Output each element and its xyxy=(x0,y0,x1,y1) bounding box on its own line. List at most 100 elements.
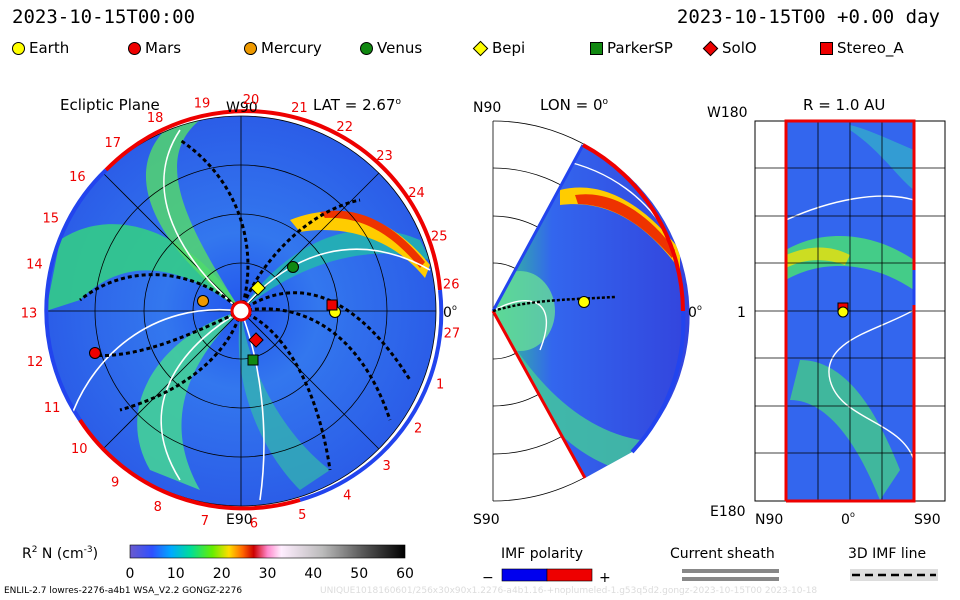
timestamp-left: 2023-10-15T00:00 xyxy=(12,6,196,28)
colorbar-tick-label: 50 xyxy=(350,566,368,582)
degree-sup: o xyxy=(850,510,855,519)
imf-plus: + xyxy=(599,570,611,586)
sun-icon xyxy=(230,300,252,322)
colorbar-sup: 2 xyxy=(32,545,38,555)
colorbar-gradient xyxy=(129,544,406,559)
sphere-s90-label: S90 xyxy=(914,512,941,528)
wedge-edge xyxy=(491,144,585,312)
earth-marker-icon xyxy=(837,306,849,318)
density-arm xyxy=(290,211,430,278)
legend-label: Stereo_A xyxy=(837,39,904,57)
polarity-arc-negative xyxy=(299,289,444,502)
current-sheath-title: Current sheath xyxy=(670,546,775,562)
imf-line-title: 3D IMF line xyxy=(848,546,926,562)
timestamp-right: 2023-10-15T00 +0.00 day xyxy=(676,6,940,28)
sector-number: 22 xyxy=(336,120,353,135)
sheath-line xyxy=(493,299,547,351)
legend-label: Venus xyxy=(377,39,423,57)
sheath-swatch xyxy=(682,569,779,573)
sphere-plot xyxy=(754,119,946,503)
earth-marker-icon xyxy=(578,296,590,308)
sector-number: 19 xyxy=(194,97,211,112)
legend-label: Earth xyxy=(29,39,70,57)
sector-number: 23 xyxy=(376,149,393,164)
polarity-arc-positive xyxy=(78,418,301,511)
ecliptic-lat: LAT = 2.67o xyxy=(313,96,401,114)
sheath-swatch xyxy=(682,577,779,581)
imf-line xyxy=(492,295,616,313)
sheath-line xyxy=(69,308,242,421)
density-arm xyxy=(145,120,241,311)
n90-label: N90 xyxy=(473,100,501,116)
polarity-arc-negative xyxy=(630,310,686,454)
sector-number: 5 xyxy=(298,508,306,523)
density-arm xyxy=(320,210,425,268)
legend-bepi: Bepi xyxy=(472,39,525,57)
legend-label: SolO xyxy=(722,39,757,57)
imf-positive-swatch xyxy=(546,568,593,582)
density-band xyxy=(850,125,914,190)
density-arm xyxy=(238,311,330,490)
colorbar-ticks: 0 10 20 30 40 50 60 xyxy=(126,566,414,582)
density-arm xyxy=(46,224,241,311)
ecliptic-title: Ecliptic Plane xyxy=(60,96,160,114)
stereo-a-marker-icon xyxy=(326,299,338,311)
sheath-line xyxy=(160,310,242,481)
sector-number: 26 xyxy=(443,277,460,292)
sector-number: 10 xyxy=(71,442,88,457)
ecliptic-plane-plot xyxy=(44,109,444,511)
imf-line xyxy=(79,273,243,313)
sheath-line xyxy=(786,195,914,221)
colorbar-label-mid: N (cm xyxy=(37,546,83,562)
colorbar-tick-label: 40 xyxy=(304,566,322,582)
polarity-border-positive xyxy=(786,305,916,503)
sector-number: 21 xyxy=(291,101,308,116)
legend-venus: Venus xyxy=(360,39,422,57)
density-arm xyxy=(241,229,430,311)
colorbar-tick-label: 0 xyxy=(126,566,135,582)
colorbar-label: R2 N (cm-3) xyxy=(22,545,98,562)
lat-text: LAT = 2.67 xyxy=(313,96,396,114)
sector-number: 16 xyxy=(69,170,86,185)
polarity-arc-positive xyxy=(582,143,685,312)
sector-number: 15 xyxy=(43,211,60,226)
sphere-n90-label: N90 xyxy=(755,512,783,528)
sector-number: 11 xyxy=(44,401,61,416)
density-arm xyxy=(137,311,241,490)
meridional-lon: LON = 0o xyxy=(540,96,609,114)
sector-number: 12 xyxy=(27,355,44,370)
meridional-plot xyxy=(491,120,690,502)
footer-run-info: ENLIL-2.7 lowres-2276-a4b1 WSA_V2.2 GONG… xyxy=(4,586,243,596)
legend-label: ParkerSP xyxy=(607,39,673,57)
sector-number: 14 xyxy=(26,258,43,273)
bepi-marker-icon xyxy=(250,280,266,296)
zero-label: 0 xyxy=(443,305,452,321)
colorbar-tick-label: 10 xyxy=(167,566,185,582)
parkersp-marker-icon xyxy=(590,41,603,55)
earth-marker-icon xyxy=(12,41,25,55)
meridional-zero-label: 0 xyxy=(688,305,697,321)
imf-line xyxy=(240,307,392,421)
sector-number: 20 xyxy=(243,93,260,108)
legend-mars: Mars xyxy=(128,39,181,57)
colorbar-sup: -3 xyxy=(84,545,93,555)
density-band xyxy=(575,194,675,258)
imf-line xyxy=(89,309,242,358)
colorbar-label-suffix: ) xyxy=(93,546,98,562)
colorbar-tick-label: 60 xyxy=(396,566,414,582)
sector-number: 25 xyxy=(431,230,448,245)
venus-marker-icon xyxy=(360,41,373,55)
imf-minus: − xyxy=(482,570,494,586)
sector-number: 3 xyxy=(383,459,391,474)
e180-label: E180 xyxy=(710,504,746,520)
legend-stereo-a: Stereo_A xyxy=(820,39,904,57)
polarity-border-positive xyxy=(784,119,916,501)
sector-number: 9 xyxy=(111,476,119,491)
footer-run-id: UNIQUE1018160601/256x30x90x1.2276-a4b1.1… xyxy=(320,586,818,596)
legend-solo: SolO xyxy=(702,39,757,57)
colorbar-label-prefix: R xyxy=(22,546,32,562)
legend-mercury: Mercury xyxy=(244,39,322,57)
density-structures xyxy=(46,120,430,490)
parkersp-marker-icon xyxy=(247,354,259,366)
